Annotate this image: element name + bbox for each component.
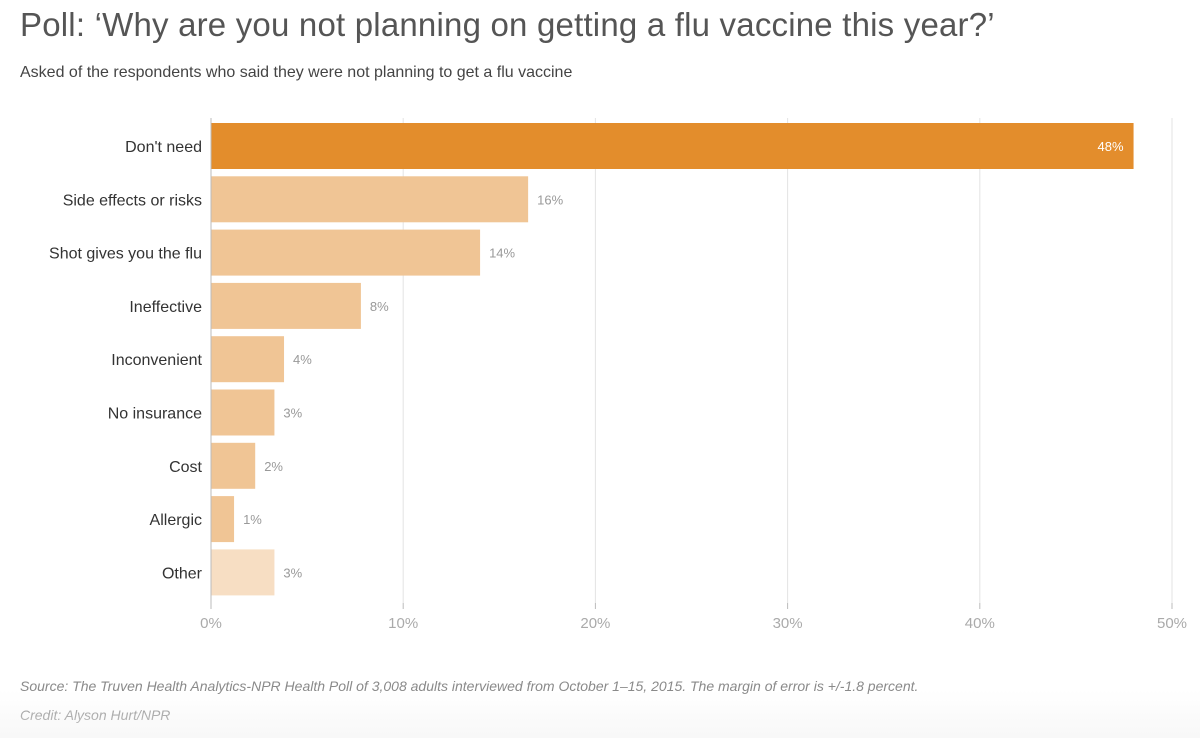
gridlines	[402, 118, 1173, 603]
value-label: 14%	[489, 246, 515, 261]
category-label: No insurance	[108, 406, 202, 423]
bar-7	[211, 496, 235, 543]
x-tick-label: 20%	[580, 615, 610, 632]
value-label: 1%	[243, 512, 262, 527]
x-tick-label: 40%	[965, 615, 995, 632]
category-label: Side effects or risks	[63, 192, 202, 209]
value-label: 3%	[283, 565, 302, 580]
category-label: Allergic	[150, 512, 202, 529]
value-label: 8%	[370, 299, 389, 314]
value-label: 4%	[293, 352, 312, 367]
chart-subtitle: Asked of the respondents who said they w…	[20, 64, 573, 81]
bar-2	[211, 229, 481, 276]
bar-6	[211, 442, 256, 489]
value-label: 48%	[1098, 139, 1124, 154]
bar-1	[211, 176, 529, 223]
bar-0	[211, 123, 1134, 169]
source-note: Source: The Truven Health Analytics-NPR …	[20, 678, 919, 694]
category-label: Don't need	[125, 139, 202, 156]
value-label: 16%	[537, 192, 563, 207]
bar-8	[211, 549, 275, 596]
bar-5	[211, 389, 275, 436]
bars	[211, 123, 1134, 596]
bar-4	[211, 336, 285, 383]
credit-note: Credit: Alyson Hurt/NPR	[20, 707, 171, 723]
x-axis: 0% 10% 20% 30% 40% 50%	[200, 118, 1187, 632]
x-tick-label: 0%	[200, 615, 222, 632]
x-tick-label: 30%	[773, 615, 803, 632]
category-label: Cost	[169, 459, 202, 476]
category-label: Ineffective	[129, 299, 202, 316]
x-tick-label: 10%	[388, 615, 418, 632]
category-label: Other	[162, 565, 203, 582]
x-tick-label: 50%	[1157, 615, 1187, 632]
value-label: 3%	[283, 406, 302, 421]
labels: Don't need 48% Side effects or risks 16% Sho…	[49, 139, 1124, 582]
category-label: Shot gives you the flu	[49, 246, 202, 263]
category-label: Inconvenient	[111, 352, 202, 369]
value-label: 2%	[264, 459, 283, 474]
chart-title: Poll: ‘Why are you not planning on getti…	[20, 6, 995, 43]
bar-3	[211, 282, 361, 329]
